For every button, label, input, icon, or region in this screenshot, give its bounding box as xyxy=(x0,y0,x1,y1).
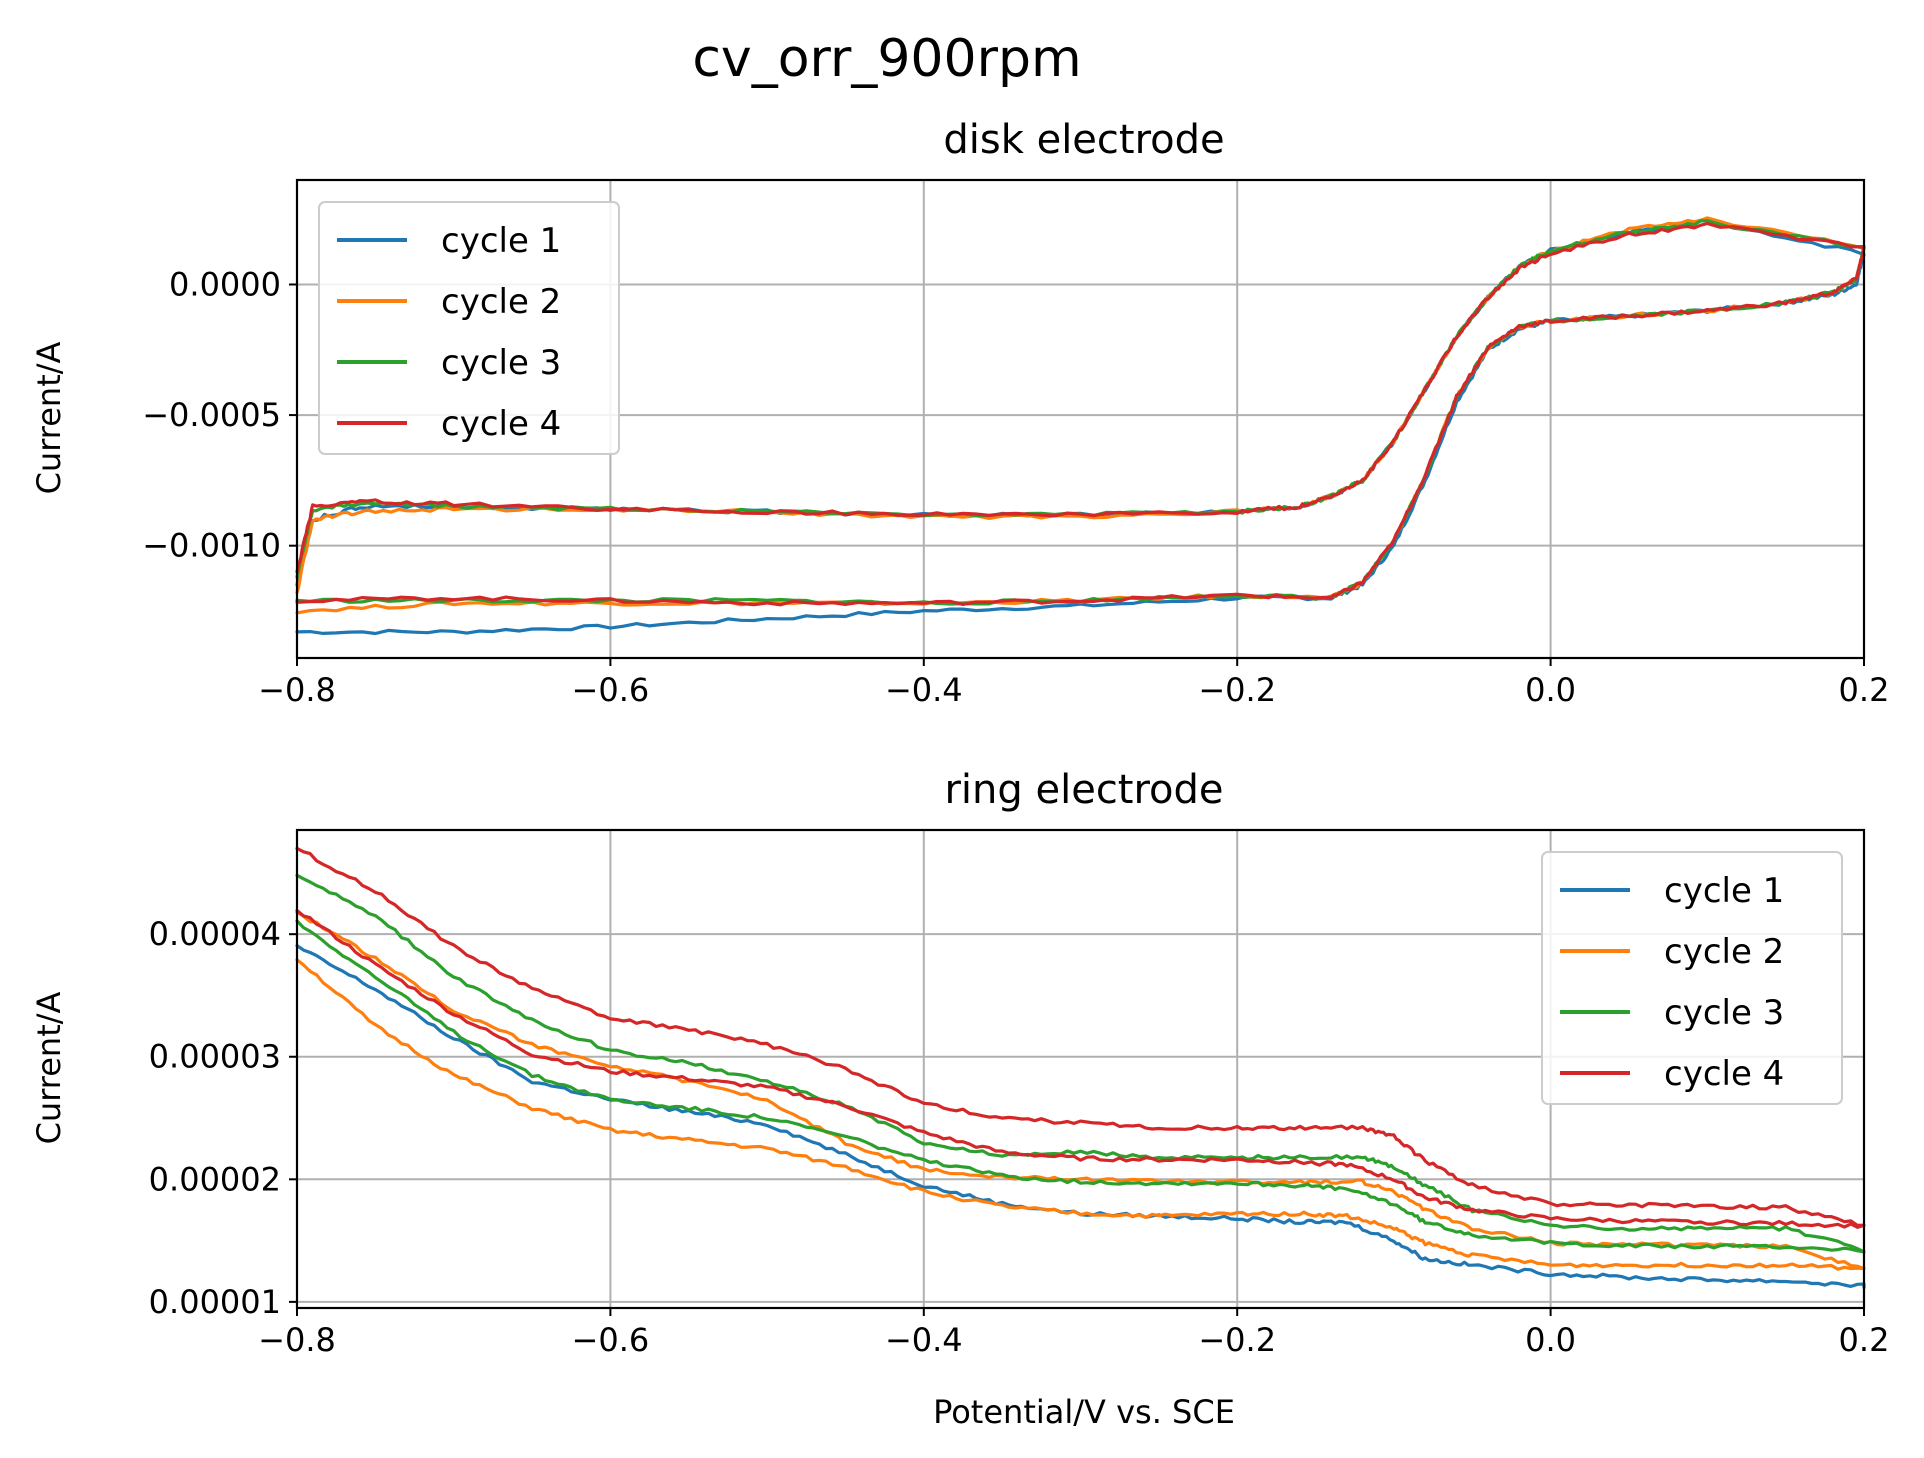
ring-x-tick-label: −0.8 xyxy=(258,1321,336,1359)
ring-x-tick-label: −0.6 xyxy=(572,1321,650,1359)
disk-legend-label: cycle 1 xyxy=(441,221,561,261)
ring-y-tick-label: 0.00004 xyxy=(149,915,281,953)
disk-x-tick-label: −0.6 xyxy=(572,671,650,709)
disk-legend-label: cycle 4 xyxy=(441,404,561,444)
ring-panel-title: ring electrode xyxy=(944,767,1223,813)
ring-y-axis-label: Current/A xyxy=(30,991,68,1144)
disk-y-tick-label: 0.0000 xyxy=(169,265,281,303)
ring-plot-frame xyxy=(295,828,1866,1310)
disk-x-tick-label: −0.8 xyxy=(258,671,336,709)
disk-x-tick-label: −0.4 xyxy=(885,671,963,709)
disk-y-axis-label: Current/A xyxy=(30,341,68,494)
disk-legend-box xyxy=(318,201,620,455)
ring-x-axis-label: Potential/V vs. SCE xyxy=(933,1393,1235,1431)
ring-legend-label: cycle 3 xyxy=(1664,993,1784,1033)
disk-legend-label: cycle 2 xyxy=(441,282,561,322)
figure-suptitle: cv_orr_900rpm xyxy=(692,29,1081,89)
ring-y-tick-label: 0.00001 xyxy=(149,1283,281,1321)
ring-legend-box xyxy=(1541,851,1843,1105)
ring-x-tick-label: 0.2 xyxy=(1839,1321,1890,1359)
ring-legend-label: cycle 4 xyxy=(1664,1054,1784,1094)
ring-legend-label: cycle 2 xyxy=(1664,932,1784,972)
ring-x-tick-label: −0.2 xyxy=(1198,1321,1276,1359)
disk-electrode-panel: disk electrode Current/A −0.8 −0.6 −0.4 −0.… xyxy=(30,117,1889,709)
disk-x-tick-label: 0.2 xyxy=(1839,671,1890,709)
ring-x-tick-label: 0.0 xyxy=(1525,1321,1576,1359)
disk-y-tick-label: −0.0010 xyxy=(142,527,281,565)
disk-y-tick-label: −0.0005 xyxy=(142,396,281,434)
ring-legend-label: cycle 1 xyxy=(1664,871,1784,911)
disk-plot-frame xyxy=(295,178,1866,660)
ring-x-tick-label: −0.4 xyxy=(885,1321,963,1359)
ring-y-tick-label: 0.00003 xyxy=(149,1038,281,1076)
disk-x-tick-label: 0.0 xyxy=(1525,671,1576,709)
disk-x-tick-label: −0.2 xyxy=(1198,671,1276,709)
ring-y-tick-label: 0.00002 xyxy=(149,1160,281,1198)
disk-legend-label: cycle 3 xyxy=(441,343,561,383)
ring-electrode-panel: ring electrode Current/A Potential/V vs.… xyxy=(30,767,1889,1431)
disk-panel-title: disk electrode xyxy=(943,117,1224,163)
